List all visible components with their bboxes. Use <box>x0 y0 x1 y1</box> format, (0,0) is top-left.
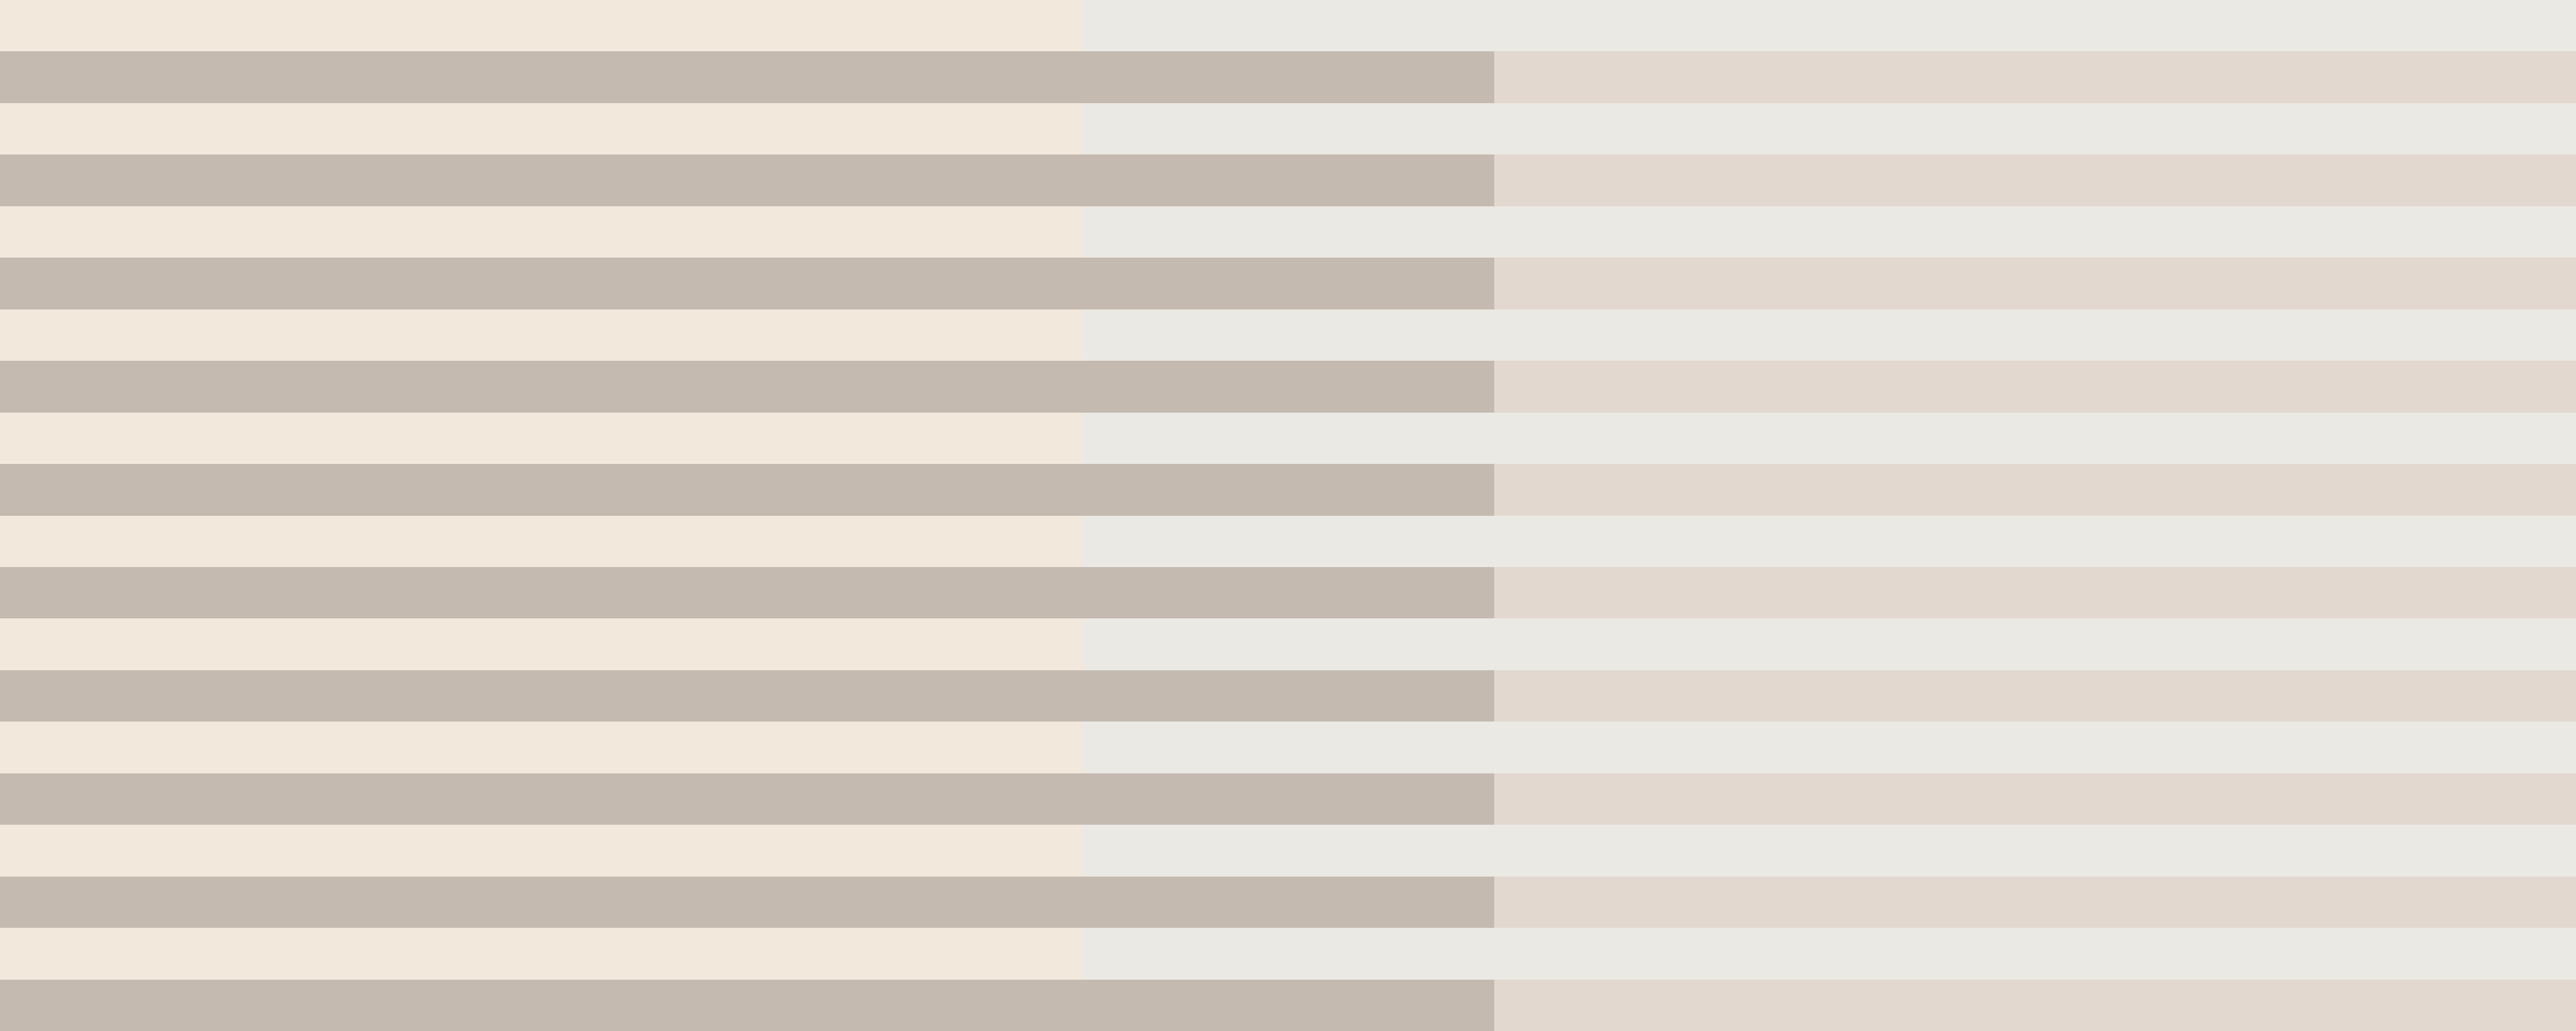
stripe-left-segment <box>0 567 1494 619</box>
dark-stripe <box>0 876 2576 928</box>
stripe-right-segment <box>1083 103 2576 155</box>
light-stripe <box>0 206 2576 258</box>
light-stripe <box>0 928 2576 980</box>
stripe-right-segment <box>1083 618 2576 670</box>
light-stripe <box>0 103 2576 155</box>
stripe-left-segment <box>0 722 1083 773</box>
dark-stripe <box>0 773 2576 825</box>
light-stripe <box>0 309 2576 361</box>
dark-stripe <box>0 464 2576 516</box>
stripe-right-segment <box>1083 412 2576 464</box>
stripe-left-segment <box>0 773 1494 825</box>
stripe-right-segment <box>1494 567 2576 619</box>
dark-stripe <box>0 979 2576 1031</box>
stripe-left-segment <box>0 154 1494 206</box>
light-stripe <box>0 618 2576 670</box>
stripe-right-segment <box>1494 51 2576 103</box>
stripe-right-segment <box>1494 361 2576 413</box>
stripe-right-segment <box>1494 979 2576 1031</box>
stripe-left-segment <box>0 825 1083 877</box>
stripe-left-segment <box>0 979 1494 1031</box>
stripe-left-segment <box>0 0 1083 52</box>
stripe-left-segment <box>0 51 1494 103</box>
stripe-right-segment <box>1494 464 2576 516</box>
stripe-left-segment <box>0 928 1083 980</box>
stripe-left-segment <box>0 876 1494 928</box>
stripe-right-segment <box>1083 515 2576 567</box>
dark-stripe <box>0 361 2576 413</box>
stripe-left-segment <box>0 206 1083 258</box>
stripe-left-segment <box>0 618 1083 670</box>
stripe-left-segment <box>0 309 1083 361</box>
stripe-right-segment <box>1083 309 2576 361</box>
dark-stripe <box>0 258 2576 309</box>
stripe-left-segment <box>0 361 1494 413</box>
dark-stripe <box>0 567 2576 619</box>
stripe-left-segment <box>0 103 1083 155</box>
light-stripe <box>0 412 2576 464</box>
stripe-right-segment <box>1494 876 2576 928</box>
light-stripe <box>0 825 2576 877</box>
stripe-right-segment <box>1494 670 2576 722</box>
stripe-left-segment <box>0 515 1083 567</box>
light-stripe <box>0 515 2576 567</box>
stripe-left-segment <box>0 258 1494 309</box>
stripe-right-segment <box>1083 722 2576 773</box>
light-stripe <box>0 0 2576 52</box>
stripe-right-segment <box>1083 0 2576 52</box>
light-stripe <box>0 722 2576 773</box>
stripe-right-segment <box>1494 154 2576 206</box>
stripe-right-segment <box>1494 258 2576 309</box>
dark-stripe <box>0 51 2576 103</box>
stripe-right-segment <box>1083 825 2576 877</box>
dark-stripe <box>0 670 2576 722</box>
stripe-right-segment <box>1494 773 2576 825</box>
stripe-left-segment <box>0 412 1083 464</box>
stripe-right-segment <box>1083 928 2576 980</box>
stripe-right-segment <box>1083 206 2576 258</box>
stripe-left-segment <box>0 464 1494 516</box>
dark-stripe <box>0 154 2576 206</box>
stripe-left-segment <box>0 670 1494 722</box>
